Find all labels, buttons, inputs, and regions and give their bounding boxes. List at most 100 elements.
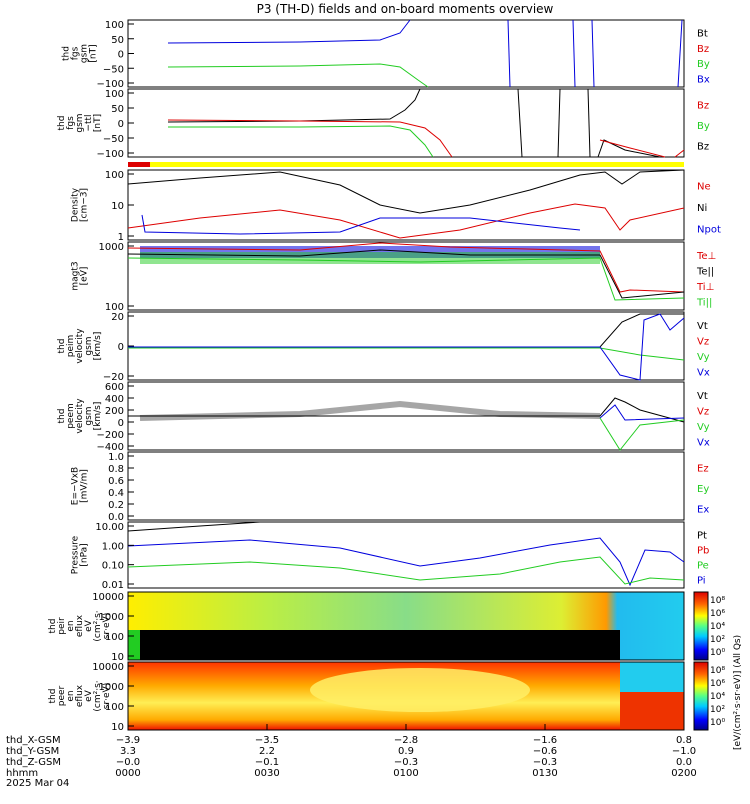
x-axis: thd_X-GSM −3.9 −3.5 −2.8 −1.6 0.8 thd_Y-GSM 3.3… (6, 724, 697, 779)
y-axis-label: velocity (75, 398, 85, 434)
legend-entry: Ex (697, 505, 709, 516)
panel-frame (127, 521, 685, 589)
y-tick-label: 100 (105, 302, 124, 313)
colorbar-tick: 10² (710, 705, 725, 715)
y-axis-label: thd (57, 116, 67, 131)
panel-efield (127, 451, 685, 521)
y-axis-label: velocity (75, 328, 85, 364)
legend-entry: Ti|| (696, 297, 712, 308)
legend-entry: Ni (697, 203, 707, 214)
pi-line (127, 537, 685, 587)
x-tick-label: 0.8 (676, 735, 692, 746)
legend-entry: Te⊥ (696, 251, 716, 262)
y-axis-label: gsm (84, 336, 94, 355)
panel-peem-velocity (127, 381, 685, 451)
ni-line (127, 169, 685, 214)
y-tick-label: 0.6 (108, 476, 124, 487)
panel-temperature (127, 241, 685, 311)
y-axis-label: magt3 (71, 261, 81, 290)
y-axis-label: [km/s] (93, 332, 103, 361)
legend-entry: Pb (697, 546, 709, 557)
y-axis-label: peim (66, 335, 76, 358)
ti-par-line (127, 257, 685, 301)
x-tick-label: 0130 (532, 768, 557, 779)
x-tick-label: 0100 (393, 768, 418, 779)
y-tick-label: 100 (105, 632, 124, 643)
vt-line (128, 313, 684, 348)
legend-entry: By (697, 59, 710, 70)
y-axis-label: [km/s] (93, 402, 103, 431)
y-tick-label: 100 (105, 89, 124, 100)
legend-entry: Ey (697, 484, 709, 495)
y-axis-label: thd (48, 689, 58, 704)
noise-band-green (140, 252, 600, 264)
colorbar-peir (693, 591, 709, 661)
y-axis-label: gsm (75, 113, 85, 132)
bt-line (167, 88, 421, 123)
y-axis-label: eV (84, 619, 94, 632)
data-gap (128, 630, 140, 660)
legend-entry: Bz (697, 142, 709, 153)
x-tick-label: 0200 (671, 768, 696, 779)
panel-peer-spectrogram (127, 661, 685, 731)
y-tick-label: 10 (111, 722, 124, 733)
legend-entry: Te|| (696, 266, 714, 277)
legend-entry: Pt (697, 531, 707, 542)
y-tick-label: 100 (105, 702, 124, 713)
x-row-label: thd_Y-GSM (6, 746, 59, 757)
x-tick-label: −3.9 (116, 735, 140, 746)
y-tick-label: 0.10 (102, 561, 124, 572)
y-tick-label: 10000 (92, 662, 124, 673)
y-tick-label: 0 (118, 50, 124, 61)
plot-title: P3 (TH-D) fields and on-board moments ov… (257, 2, 554, 16)
y-tick-label: −50 (103, 64, 124, 75)
vt-line (128, 397, 685, 423)
x-tick-label: 2.2 (259, 746, 275, 757)
panel-frame (127, 591, 685, 661)
y-axis-label: fgs (71, 46, 81, 60)
legend-entry: Vy (697, 352, 710, 363)
x-tick-label: −0.1 (255, 757, 279, 768)
y-axis-label: thd (57, 409, 67, 424)
y-tick-label: −100 (97, 79, 124, 90)
y-tick-label: −400 (97, 442, 124, 453)
legend-entry: Ne (697, 182, 711, 193)
by-line (168, 125, 434, 158)
y-axis-label: gsm (84, 406, 94, 425)
high-flux-yellow (310, 668, 530, 712)
x-tick-label: 0000 (115, 768, 140, 779)
y-tick-label: 0.2 (108, 500, 124, 511)
y-axis-label: sr·eV) (102, 683, 112, 709)
y-axis-label: [nPa] (80, 543, 90, 566)
mode-bar-yellow (150, 162, 684, 167)
y-tick-label: −20 (103, 372, 124, 383)
te-perp-line (127, 242, 685, 293)
panel-fgs-ttl (127, 88, 685, 158)
y-tick-label: 100 (105, 20, 124, 31)
y-axis-label: [nT] (89, 44, 99, 62)
pe-line (127, 556, 685, 585)
y-tick-label: 0 (118, 342, 124, 353)
bx-spikes (507, 19, 683, 88)
legend-entry: Vx (697, 437, 710, 448)
vx-line (128, 313, 685, 381)
y-tick-label: 10 (111, 201, 124, 212)
legend-entry: Vt (697, 321, 708, 332)
y-axis-label: eflux (75, 684, 85, 707)
x-tick-label: −1.6 (533, 735, 557, 746)
colorbar-tick: 10⁰ (710, 648, 725, 658)
pt-line (127, 521, 261, 532)
colorbar-tick: 10⁶ (710, 679, 725, 689)
x-tick-label: 0.9 (398, 746, 414, 757)
panel-frame (127, 241, 685, 311)
y-tick-label: 1000 (99, 242, 124, 253)
x-row-label: hhmm (6, 768, 38, 779)
legend-entry: Vt (697, 391, 708, 402)
y-tick-label: 1 (118, 232, 124, 243)
legend-entry: By (697, 121, 710, 132)
y-axis-label: [cm−3] (80, 188, 90, 222)
y-axis-label: gsm (80, 44, 90, 63)
x-tick-label: −1.0 (672, 746, 696, 757)
y-tick-label: 20 (111, 312, 124, 323)
